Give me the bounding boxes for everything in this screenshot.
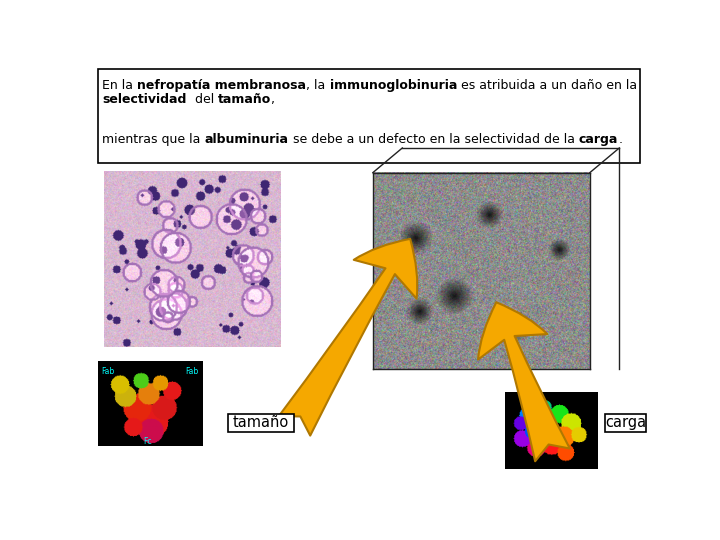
Text: Fab: Fab (102, 367, 115, 376)
Bar (98, 69, 640, 163)
Text: .: . (618, 132, 622, 146)
Text: tamaño: tamaño (218, 92, 271, 105)
Text: selectividad: selectividad (102, 92, 186, 105)
Text: carga: carga (579, 132, 618, 146)
Text: immunoglobinuria: immunoglobinuria (330, 79, 457, 92)
Text: mientras que la: mientras que la (102, 132, 204, 146)
Text: nefropatía membranosa: nefropatía membranosa (138, 79, 307, 92)
Text: Fab: Fab (185, 367, 199, 376)
Text: carga: carga (605, 415, 646, 430)
Text: Fc: Fc (143, 437, 152, 445)
Bar (228, 414, 294, 432)
Text: albuminuria: albuminuria (204, 132, 289, 146)
Bar (606, 414, 646, 432)
Text: tamaño: tamaño (233, 415, 289, 430)
Text: ,: , (271, 92, 275, 105)
Text: se debe a un defecto en la selectividad de la: se debe a un defecto en la selectividad … (289, 132, 579, 146)
Text: del: del (186, 92, 218, 105)
Text: , la: , la (307, 79, 330, 92)
Text: es atribuida a un daño en la: es atribuida a un daño en la (457, 79, 637, 92)
Text: En la: En la (102, 79, 138, 92)
